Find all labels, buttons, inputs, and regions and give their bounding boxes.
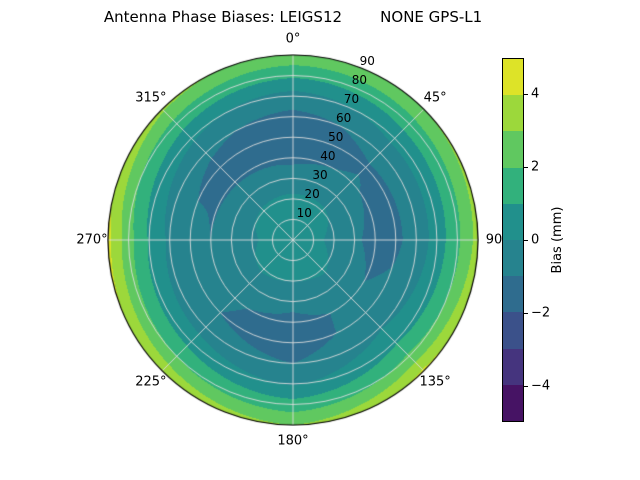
colorbar — [502, 58, 524, 422]
radial-label-60: 60 — [336, 110, 352, 125]
colorbar-label: Bias (mm) — [550, 206, 565, 274]
colorbar-band-5 — [503, 203, 523, 241]
radial-label-80: 80 — [351, 72, 367, 87]
angle-label-270: 270° — [76, 232, 108, 248]
colorbar-tick-label--4: −4 — [531, 378, 551, 394]
angle-label-180: 180° — [277, 433, 309, 449]
radial-label-10: 10 — [296, 205, 312, 220]
colorbar-tick-4 — [524, 94, 528, 96]
colorbar-tick-label-2: 2 — [531, 159, 540, 175]
radial-label-20: 20 — [304, 186, 320, 201]
colorbar-tick-0 — [524, 240, 528, 241]
colorbar-band-9 — [503, 59, 523, 96]
colorbar-tick-label-4: 4 — [531, 86, 540, 102]
colorbar-band-0 — [503, 384, 523, 422]
angle-label-315: 315° — [135, 90, 167, 106]
radial-label-70: 70 — [343, 91, 360, 106]
colorbar-tick-2 — [524, 167, 528, 169]
angle-label-135: 135° — [419, 374, 451, 390]
radial-label-50: 50 — [328, 129, 344, 144]
colorbar-tick-label-0: 0 — [531, 232, 540, 248]
chart-title: Antenna Phase Biases: LEIGS12 NONE GPS-L… — [103, 8, 483, 26]
polar-contour-plot — [107, 54, 479, 426]
angle-label-225: 225° — [135, 374, 167, 390]
colorbar-band-6 — [503, 167, 523, 204]
radial-label-30: 30 — [312, 167, 328, 182]
radial-label-90: 90 — [359, 53, 375, 68]
radial-label-40: 40 — [320, 148, 336, 163]
colorbar-band-2 — [503, 312, 523, 349]
colorbar-tick--4 — [524, 385, 528, 387]
colorbar-tick--2 — [524, 312, 528, 314]
colorbar-band-3 — [503, 276, 523, 313]
colorbar-tick-label--2: −2 — [531, 305, 551, 321]
angle-label-0: 0° — [285, 31, 301, 47]
angle-label-90: 90 — [485, 232, 503, 248]
colorbar-band-4 — [503, 240, 523, 277]
colorbar-band-1 — [503, 348, 523, 385]
angle-label-45: 45° — [423, 90, 447, 106]
colorbar-band-7 — [503, 131, 523, 168]
colorbar-band-8 — [503, 95, 523, 132]
